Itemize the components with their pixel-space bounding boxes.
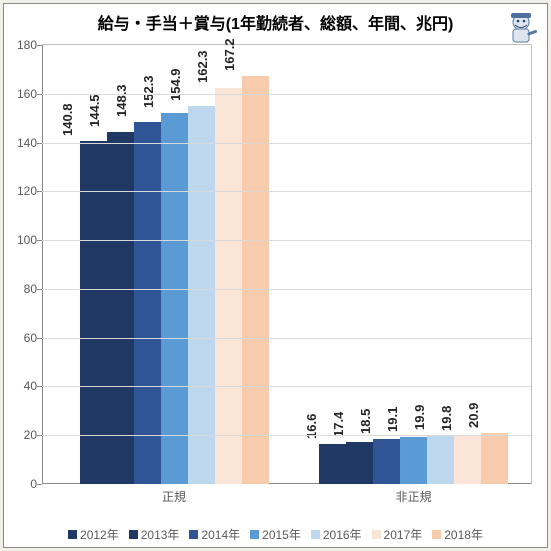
- legend-label: 2014年: [201, 526, 240, 543]
- bar-value-label: 19.1: [384, 407, 399, 435]
- gridline: [42, 143, 531, 144]
- bar-group: 140.8144.5148.3152.3154.9162.3167.2正規: [76, 45, 272, 484]
- legend-item: 2013年: [129, 526, 180, 543]
- bar-value-label: 19.9: [411, 405, 426, 433]
- y-tick-mark: [37, 45, 42, 46]
- bar-groups: 140.8144.5148.3152.3154.9162.3167.2正規16.…: [42, 45, 531, 484]
- y-tick-mark: [37, 143, 42, 144]
- bar-group: 16.617.418.519.119.919.820.9非正規: [316, 45, 512, 484]
- gridline: [42, 435, 531, 436]
- legend-label: 2018年: [444, 526, 483, 543]
- bar-value-label: 162.3: [195, 51, 210, 87]
- gridline: [42, 338, 531, 339]
- legend-label: 2013年: [141, 526, 180, 543]
- bar-value-label: 16.6: [303, 413, 318, 441]
- y-tick-mark: [37, 289, 42, 290]
- category-label: 正規: [162, 484, 186, 505]
- bar-value-label: 19.8: [438, 405, 453, 433]
- legend-item: 2014年: [189, 526, 240, 543]
- legend-item: 2015年: [250, 526, 301, 543]
- legend-item: 2018年: [432, 526, 483, 543]
- legend-item: 2016年: [311, 526, 362, 543]
- y-tick-mark: [37, 484, 42, 485]
- bar: 19.8: [454, 436, 481, 484]
- legend-label: 2016年: [323, 526, 362, 543]
- bar: 144.5: [107, 132, 134, 484]
- bar: 162.3: [215, 88, 242, 484]
- mascot-icon: [501, 8, 541, 48]
- bar: 152.3: [161, 113, 188, 484]
- bar: 16.6: [319, 444, 346, 484]
- gridline: [42, 386, 531, 387]
- legend-swatch: [129, 530, 138, 539]
- bar-value-label: 154.9: [168, 69, 183, 105]
- gridline: [42, 240, 531, 241]
- legend-swatch: [189, 530, 198, 539]
- y-tick-mark: [37, 435, 42, 436]
- legend-label: 2012年: [80, 526, 119, 543]
- plot-area: 140.8144.5148.3152.3154.9162.3167.2正規16.…: [42, 44, 532, 484]
- bar-value-label: 20.9: [465, 403, 480, 431]
- gridline: [42, 289, 531, 290]
- legend-swatch: [432, 530, 441, 539]
- bar: 18.5: [373, 439, 400, 484]
- bar-value-label: 167.2: [222, 39, 237, 75]
- bar-value-label: 140.8: [60, 103, 75, 139]
- category-label: 非正規: [396, 484, 432, 505]
- legend-label: 2017年: [384, 526, 423, 543]
- chart-card: 給与・手当＋賞与(1年勤続者、総額、年間、兆円) 140.8144.5148.3…: [3, 3, 548, 548]
- legend-swatch: [68, 530, 77, 539]
- bar: 17.4: [346, 442, 373, 484]
- bar-value-label: 144.5: [87, 94, 102, 130]
- gridline: [42, 191, 531, 192]
- legend-swatch: [250, 530, 259, 539]
- y-tick-mark: [37, 240, 42, 241]
- legend-label: 2015年: [262, 526, 301, 543]
- legend-item: 2017年: [372, 526, 423, 543]
- y-tick-mark: [37, 94, 42, 95]
- bar: 154.9: [188, 106, 215, 484]
- legend-item: 2012年: [68, 526, 119, 543]
- chart-title: 給与・手当＋賞与(1年勤続者、総額、年間、兆円): [4, 4, 547, 36]
- legend: 2012年 2013年 2014年 2015年 2016年 2017年 2018年: [4, 526, 547, 543]
- bar: 20.9: [481, 433, 508, 484]
- y-tick-mark: [37, 338, 42, 339]
- bar-value-label: 148.3: [114, 85, 129, 121]
- bar: 148.3: [134, 122, 161, 484]
- y-tick-mark: [37, 191, 42, 192]
- plot: 140.8144.5148.3152.3154.9162.3167.2正規16.…: [42, 44, 532, 484]
- bar: 19.9: [427, 435, 454, 484]
- y-tick-mark: [37, 386, 42, 387]
- bar-value-label: 18.5: [357, 409, 372, 437]
- bar: 19.1: [400, 437, 427, 484]
- legend-swatch: [311, 530, 320, 539]
- legend-swatch: [372, 530, 381, 539]
- gridline: [42, 94, 531, 95]
- bar: 167.2: [242, 76, 269, 484]
